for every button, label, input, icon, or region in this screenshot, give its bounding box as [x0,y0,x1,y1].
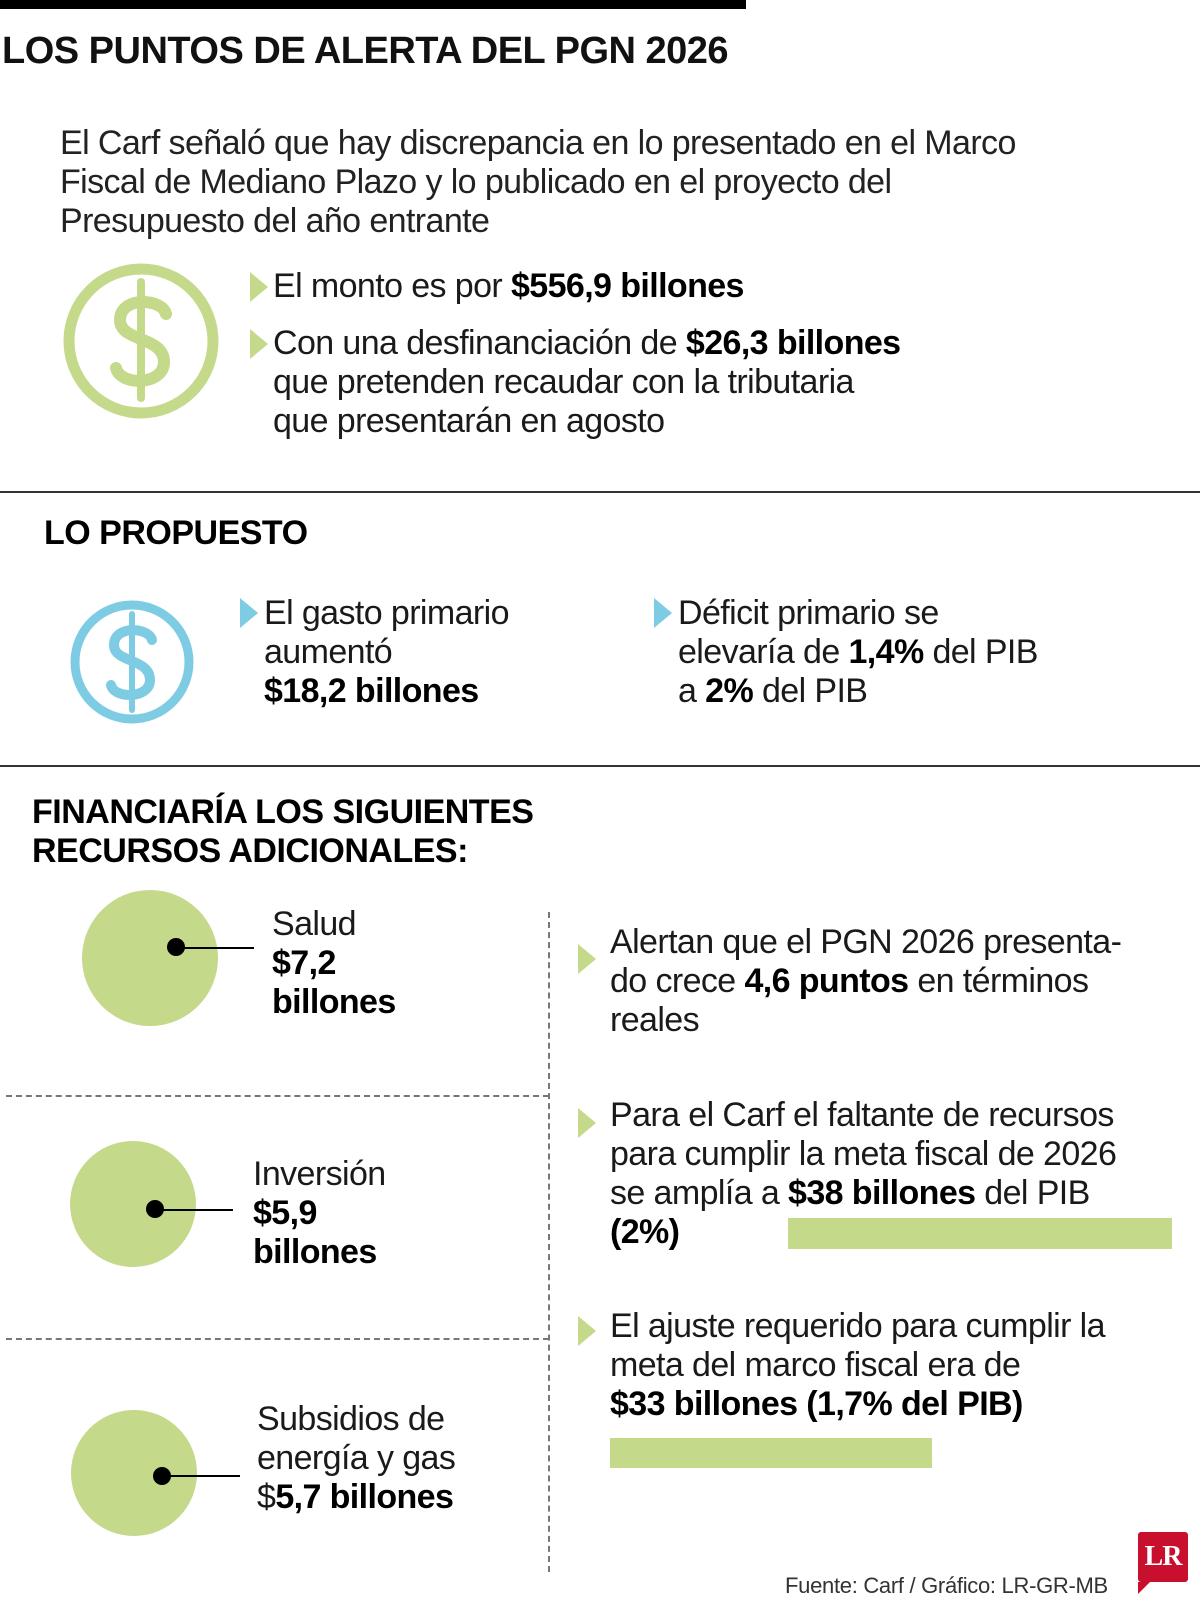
section-title-recursos: FINANCIARÍA LOS SIGUIENTES RECURSOS ADIC… [32,793,534,870]
value-bar-38-billones [788,1218,1172,1249]
column-separator [548,912,550,1572]
intro-line: El Carf señaló que hay discrepancia en l… [60,124,1016,162]
lr-logo: LR [1138,1532,1188,1582]
propuesto-gasto-primario: El gasto primario aumentó $18,2 billones [264,594,510,710]
resource-subsidios: Subsidios de energía y gas $5,7 billones [257,1400,456,1516]
alert-point-deficit: Con una desfinanciación de $26,3 billone… [273,324,901,440]
leader-line [155,1209,233,1211]
top-rule [0,0,746,9]
section-divider [0,491,1200,493]
resource-inversion: Inversión $5,9 billones [253,1155,386,1271]
alert-point-amount: El monto es por $556,9 billones [273,267,744,305]
row-separator [6,1338,549,1340]
value-bar-33-billones [610,1438,932,1468]
lr-logo-tail-icon [1138,1582,1150,1594]
bullet-triangle-icon [578,944,596,974]
alerta-faltante: Para el Carf el faltante de recursos par… [610,1096,1117,1251]
intro-paragraph: El Carf señaló que hay discrepancia en l… [60,124,1160,241]
bullet-triangle-icon [578,1108,596,1138]
section-divider [0,765,1200,767]
source-credit: Fuente: Carf / Gráfico: LR-GR-MB [785,1573,1108,1598]
intro-line: Fiscal de Mediano Plazo y lo publicado e… [60,163,892,201]
alerta-ajuste: El ajuste requerido para cumplir la meta… [610,1307,1106,1423]
bullet-triangle-icon [240,598,258,628]
resource-bubble-salud [82,890,218,1026]
alerta-crecimiento: Alertan que el PGN 2026 presenta- do cre… [610,923,1122,1039]
resource-bubble-subsidios [71,1410,197,1536]
row-separator [6,1095,549,1097]
leader-line [162,1475,240,1477]
page-title: LOS PUNTOS DE ALERTA DEL PGN 2026 [2,30,729,72]
dollar-coin-blue-icon [68,598,196,726]
leader-line [176,947,254,949]
intro-line: Presupuesto del año entrante [60,202,490,240]
resource-bubble-inversion [70,1141,196,1267]
resource-salud: Salud $7,2 billones [272,905,396,1021]
dollar-coin-green-icon [62,262,220,420]
bullet-triangle-icon [250,329,268,359]
propuesto-deficit-primario: Déficit primario se elevaría de 1,4% del… [678,594,1038,710]
bullet-triangle-icon [654,598,672,628]
bullet-triangle-icon [250,272,268,302]
section-title-propuesto: LO PROPUESTO [44,514,308,552]
bullet-triangle-icon [578,1316,596,1346]
